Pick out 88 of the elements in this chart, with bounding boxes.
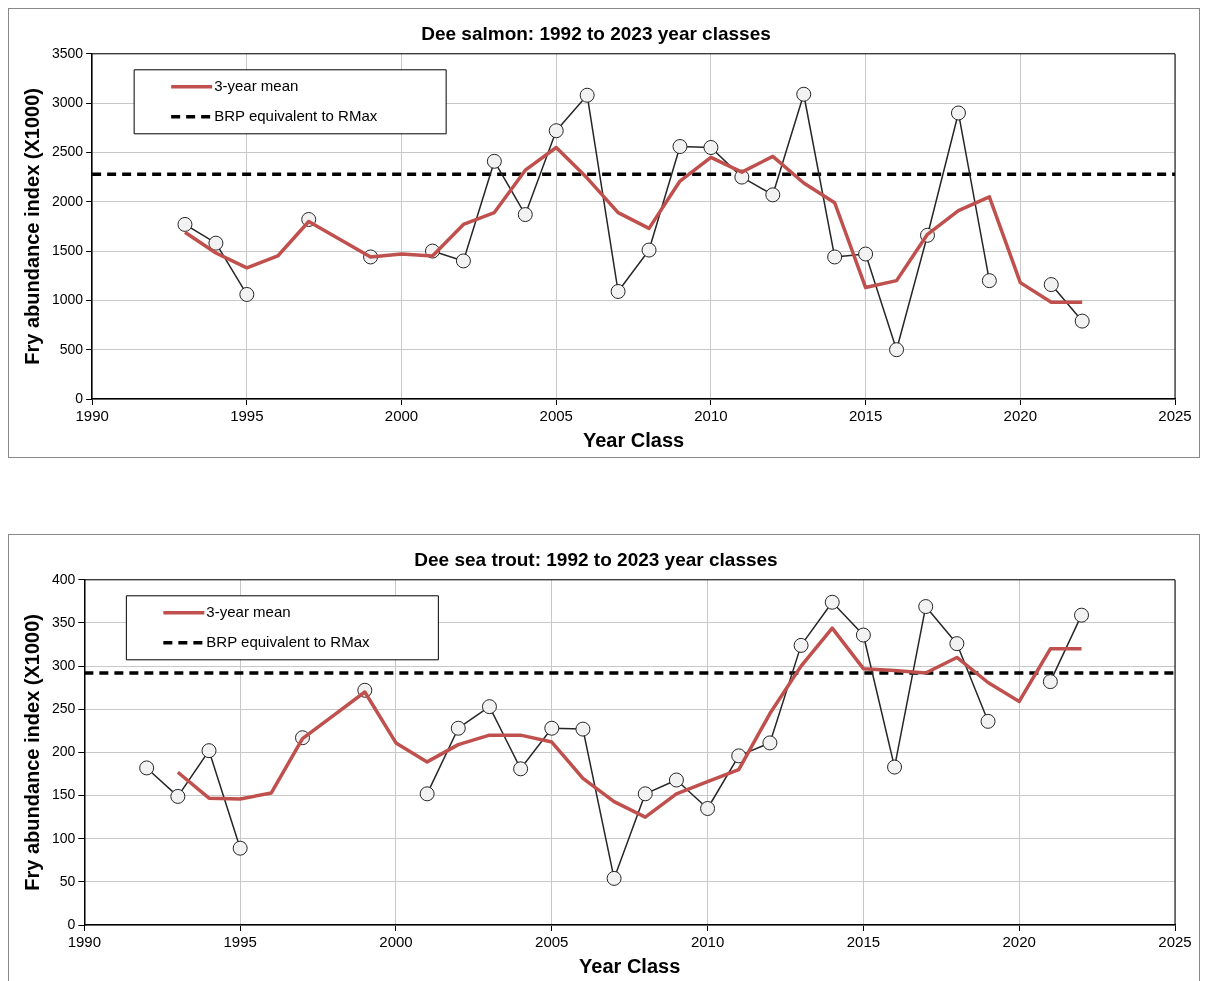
x-tick-label: 2010 bbox=[694, 407, 728, 425]
x-tick-label: 2000 bbox=[379, 933, 413, 951]
chart-title: Dee sea trout: 1992 to 2023 year classes bbox=[414, 548, 778, 570]
point bbox=[641, 242, 657, 258]
point bbox=[889, 342, 905, 358]
x-tick-label: 2010 bbox=[690, 933, 725, 951]
point bbox=[177, 216, 193, 232]
point bbox=[606, 870, 622, 886]
x-tick-label: 2005 bbox=[539, 407, 573, 425]
point bbox=[486, 153, 502, 169]
point bbox=[765, 187, 781, 203]
point bbox=[950, 105, 966, 121]
y-tick-label: 50 bbox=[59, 872, 76, 889]
point bbox=[455, 253, 471, 269]
y-tick-label: 2500 bbox=[51, 143, 84, 160]
point bbox=[610, 284, 626, 299]
point bbox=[1074, 313, 1090, 329]
legend-label: 3-year mean bbox=[214, 76, 299, 94]
point bbox=[918, 599, 934, 615]
y-tick-label: 250 bbox=[52, 700, 76, 717]
point bbox=[517, 207, 533, 223]
point bbox=[981, 273, 997, 289]
y-tick-label: 500 bbox=[59, 340, 84, 357]
y-tick-label: 1500 bbox=[51, 241, 84, 258]
point bbox=[949, 636, 965, 652]
x-tick-label: 2025 bbox=[1158, 407, 1192, 425]
point bbox=[544, 720, 560, 736]
x-axis-title: Year Class bbox=[582, 428, 685, 451]
y-tick-label: 1000 bbox=[51, 291, 84, 308]
x-tick-label: 2020 bbox=[1003, 407, 1037, 425]
point bbox=[232, 840, 248, 856]
x-tick-label: 1990 bbox=[75, 407, 109, 425]
point bbox=[419, 786, 435, 802]
y-tick-label: 2000 bbox=[51, 192, 84, 209]
chart-title: Dee salmon: 1992 to 2023 year classes bbox=[421, 22, 771, 44]
y-tick-label: 150 bbox=[52, 786, 76, 803]
x-tick-label: 2015 bbox=[848, 407, 883, 425]
x-tick-label: 2025 bbox=[1158, 933, 1192, 951]
point bbox=[513, 761, 529, 777]
x-tick-label: 2000 bbox=[384, 407, 419, 425]
y-tick-label: 100 bbox=[52, 829, 76, 846]
point bbox=[450, 720, 466, 736]
point bbox=[887, 759, 903, 775]
x-tick-label: 2005 bbox=[535, 933, 569, 951]
point bbox=[858, 246, 874, 262]
point bbox=[672, 139, 688, 155]
point bbox=[201, 743, 217, 759]
x-tick-label: 2020 bbox=[1002, 933, 1036, 951]
point bbox=[1043, 277, 1059, 293]
point bbox=[579, 87, 595, 103]
x-tick-label: 1995 bbox=[230, 407, 264, 425]
y-tick-label: 0 bbox=[67, 915, 76, 932]
y-axis-title: Fry abundance index (X1000) bbox=[20, 88, 43, 365]
point bbox=[824, 594, 840, 610]
point bbox=[575, 721, 591, 737]
y-tick-label: 0 bbox=[75, 389, 84, 406]
point bbox=[827, 249, 843, 265]
legend-label: BRP equivalent to RMax bbox=[214, 106, 378, 124]
point bbox=[208, 235, 224, 251]
y-tick-label: 300 bbox=[52, 656, 76, 673]
y-axis-title: Fry abundance index (X1000) bbox=[20, 614, 43, 891]
y-tick-label: 400 bbox=[52, 570, 76, 587]
point bbox=[793, 637, 809, 653]
point bbox=[703, 140, 719, 155]
x-tick-label: 1990 bbox=[67, 933, 102, 951]
point bbox=[548, 123, 564, 139]
point bbox=[1042, 674, 1058, 690]
point bbox=[637, 786, 653, 802]
point bbox=[170, 788, 186, 804]
legend-label: BRP equivalent to RMax bbox=[206, 632, 370, 650]
point bbox=[762, 735, 778, 751]
x-axis-title: Year Class bbox=[579, 954, 681, 977]
point bbox=[139, 760, 155, 776]
y-tick-label: 200 bbox=[52, 743, 76, 760]
legend-label: 3-year mean bbox=[206, 602, 291, 620]
y-tick-label: 3500 bbox=[51, 44, 84, 61]
point bbox=[796, 86, 812, 102]
point bbox=[239, 286, 255, 302]
point bbox=[700, 801, 716, 816]
x-tick-label: 2015 bbox=[846, 933, 881, 951]
point bbox=[1074, 607, 1090, 623]
point bbox=[855, 627, 871, 643]
y-tick-label: 3000 bbox=[51, 93, 84, 110]
point bbox=[668, 772, 684, 788]
x-tick-label: 1995 bbox=[223, 933, 257, 951]
point bbox=[980, 713, 996, 729]
point bbox=[481, 699, 497, 715]
y-tick-label: 350 bbox=[52, 613, 76, 630]
